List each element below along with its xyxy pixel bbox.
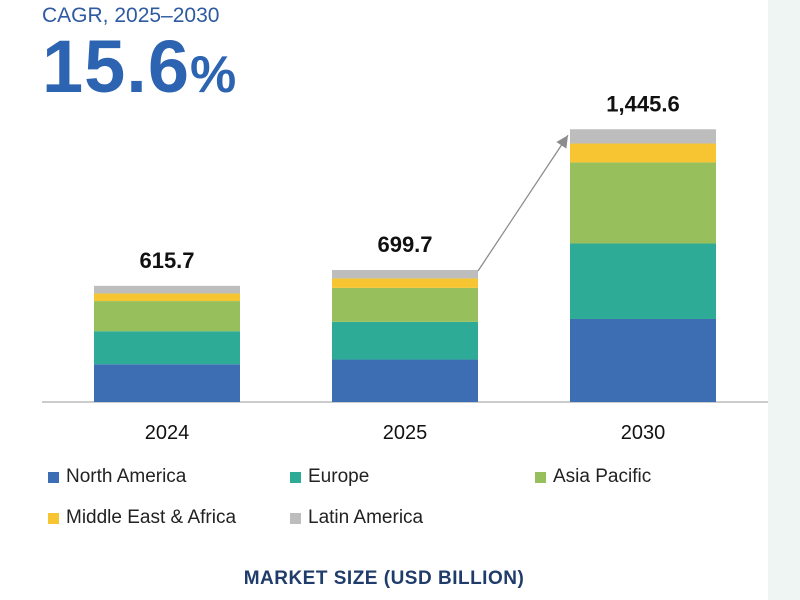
- legend-item-latin-america: Latin America: [290, 507, 423, 529]
- legend-label: Middle East & Africa: [66, 507, 237, 528]
- legend-label: Europe: [308, 466, 370, 487]
- legend-label: Asia Pacific: [553, 466, 652, 487]
- legend-swatch: [290, 512, 301, 524]
- bar-segment-asia-pacific-2030: [570, 162, 716, 244]
- total-label-2025: 699.7: [377, 232, 432, 257]
- bar-segment-latin-america-2024: [94, 285, 240, 294]
- bar-segment-north-america-2025: [332, 359, 478, 402]
- cagr-value: 15.6%: [42, 30, 237, 104]
- growth-arrow-head: [556, 135, 568, 149]
- legend-item-asia-pacific: Asia Pacific: [535, 466, 651, 488]
- chart-title: MARKET SIZE (USD BILLION): [243, 568, 525, 589]
- bar-segment-latin-america-2030: [570, 129, 716, 144]
- x-tick-label-2030: 2030: [621, 422, 666, 444]
- legend-label: North America: [66, 466, 187, 487]
- bar-segment-latin-america-2025: [332, 269, 478, 279]
- x-tick-label-2024: 2024: [145, 422, 190, 444]
- bar-segment-middle-east-africa-2025: [332, 278, 478, 288]
- bar-segment-middle-east-africa-2030: [570, 143, 716, 163]
- bar-segment-asia-pacific-2025: [332, 287, 478, 322]
- legend-label: Latin America: [308, 507, 424, 528]
- legend-item-middle-east-africa: Middle East & Africa: [48, 507, 236, 529]
- bar-segment-north-america-2024: [94, 364, 240, 402]
- legend-item-north-america: North America: [48, 466, 186, 488]
- bar-segment-asia-pacific-2024: [94, 301, 240, 332]
- side-panel: [768, 0, 800, 600]
- cagr-unit: %: [190, 46, 238, 104]
- bar-segment-north-america-2030: [570, 318, 716, 402]
- cagr-number: 15.6: [42, 25, 191, 108]
- legend: North America Europe Asia Pacific Middle Ea…: [40, 462, 740, 542]
- total-label-2030: 1,445.6: [606, 91, 679, 116]
- legend-item-europe: Europe: [290, 466, 369, 488]
- bar-segment-europe-2025: [332, 321, 478, 360]
- growth-arrow-line: [477, 134, 569, 272]
- legend-swatch: [48, 471, 59, 483]
- stacked-bar-chart: 615.7 2024 699.7 2025 1,445.6 2030: [42, 91, 768, 444]
- legend-swatch: [290, 471, 301, 483]
- cagr-label: CAGR, 2025–2030: [42, 4, 220, 27]
- legend-swatch: [535, 471, 546, 483]
- bar-segment-europe-2024: [94, 331, 240, 365]
- bar-segment-middle-east-africa-2024: [94, 293, 240, 302]
- total-label-2024: 615.7: [139, 248, 194, 273]
- bar-segment-europe-2030: [570, 243, 716, 319]
- legend-swatch: [48, 512, 59, 524]
- x-tick-label-2025: 2025: [383, 422, 428, 444]
